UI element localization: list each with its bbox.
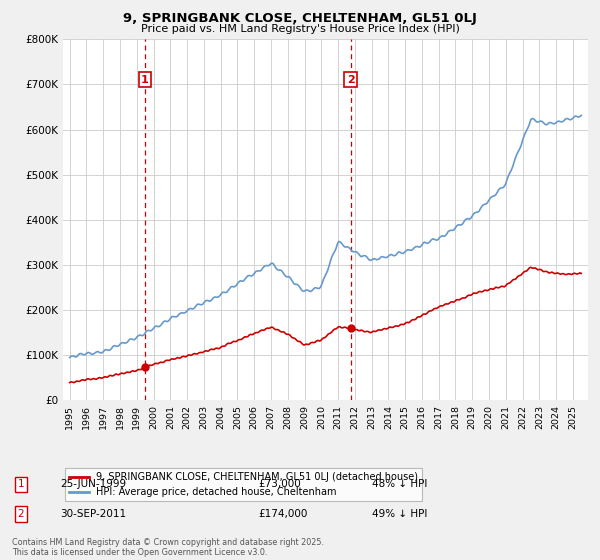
Text: 9, SPRINGBANK CLOSE, CHELTENHAM, GL51 0LJ: 9, SPRINGBANK CLOSE, CHELTENHAM, GL51 0L… [123,12,477,25]
Text: 2: 2 [17,509,25,519]
Text: 1: 1 [17,479,25,489]
Text: 25-JUN-1999: 25-JUN-1999 [60,479,126,489]
Text: Price paid vs. HM Land Registry's House Price Index (HPI): Price paid vs. HM Land Registry's House … [140,24,460,34]
Text: 2: 2 [347,75,355,85]
Text: £174,000: £174,000 [258,509,307,519]
Legend: 9, SPRINGBANK CLOSE, CHELTENHAM, GL51 0LJ (detached house), HPI: Average price, : 9, SPRINGBANK CLOSE, CHELTENHAM, GL51 0L… [65,469,422,501]
Text: Contains HM Land Registry data © Crown copyright and database right 2025.
This d: Contains HM Land Registry data © Crown c… [12,538,324,557]
Text: 1: 1 [141,75,149,85]
Text: £73,000: £73,000 [258,479,301,489]
Text: 48% ↓ HPI: 48% ↓ HPI [372,479,427,489]
Text: 30-SEP-2011: 30-SEP-2011 [60,509,126,519]
Text: 49% ↓ HPI: 49% ↓ HPI [372,509,427,519]
